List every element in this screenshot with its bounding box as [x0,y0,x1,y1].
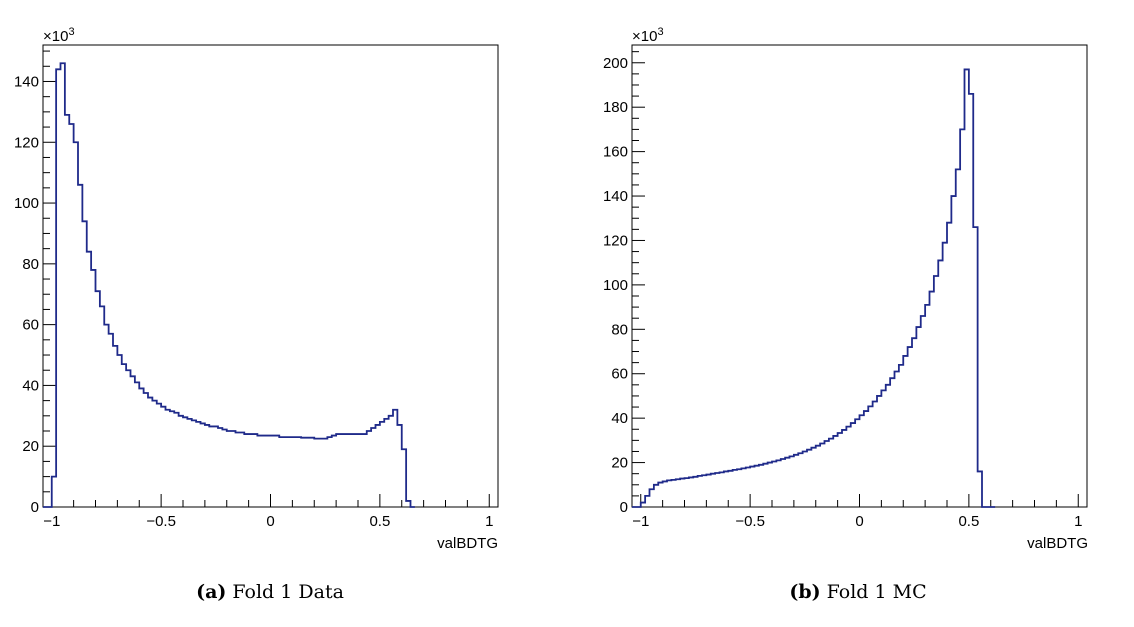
y-tick-label: 180 [603,99,628,116]
x-tick-label: 1 [1074,513,1082,530]
histogram-panel-fold1-data: −1 −0.5 0 0.5 1 0 20 40 60 80 100 120 140 ×103 valB… [14,26,499,603]
x-tick-label: 0 [855,513,863,530]
y-tick-label: 40 [611,410,628,427]
y-tick-label: 60 [22,317,39,334]
y-multiplier-label: ×103 [632,26,664,45]
y-multiplier-label: ×103 [43,26,75,45]
x-tick-label: −1 [43,513,60,530]
x-tick-label: 0 [266,513,274,530]
x-tick-label: 0.5 [369,513,390,530]
y-axis-ticks: 0 20 40 60 80 100 120 140 160 180 200 [603,51,645,516]
y-tick-label: 20 [611,455,628,472]
y-tick-label: 0 [620,499,628,516]
x-axis-label: valBDTG [437,535,498,552]
y-tick-label: 60 [611,366,628,383]
y-tick-label: 100 [603,277,628,294]
histogram-line [632,68,996,508]
y-tick-label: 80 [22,256,39,273]
y-tick-label: 120 [603,232,628,249]
y-tick-label: 80 [611,321,628,338]
x-axis-ticks: −1 −0.5 0 0.5 1 [43,494,493,530]
x-tick-label: 1 [485,513,493,530]
y-tick-label: 200 [603,55,628,72]
y-tick-label: 20 [22,438,39,455]
y-tick-label: 40 [22,377,39,394]
histogram-panel-fold1-mc: −1 −0.5 0 0.5 1 020406080100120140160180200 … [603,26,1088,603]
x-tick-label: −1 [632,513,649,530]
y-tick-label: 160 [603,144,628,161]
y-tick-label: 100 [14,195,39,212]
x-tick-label: −0.5 [735,513,765,530]
histogram-line [43,62,415,508]
x-axis-label: valBDTG [1027,535,1088,552]
caption: (a) Fold 1 Data [196,581,344,603]
plot-frame [42,44,499,508]
caption: (b) Fold 1 MC [789,581,926,603]
y-tick-label: 0 [31,499,39,516]
x-tick-label: −0.5 [146,513,176,530]
plot-frame [631,44,1088,508]
x-tick-label: 0.5 [958,513,979,530]
y-tick-label: 120 [14,134,39,151]
x-axis-ticks: −1 −0.5 0 0.5 1 [632,494,1082,530]
y-axis-ticks: 0 20 40 60 80 100 120 140 [14,50,56,516]
y-tick-label: 140 [14,73,39,90]
y-tick-label: 140 [603,188,628,205]
